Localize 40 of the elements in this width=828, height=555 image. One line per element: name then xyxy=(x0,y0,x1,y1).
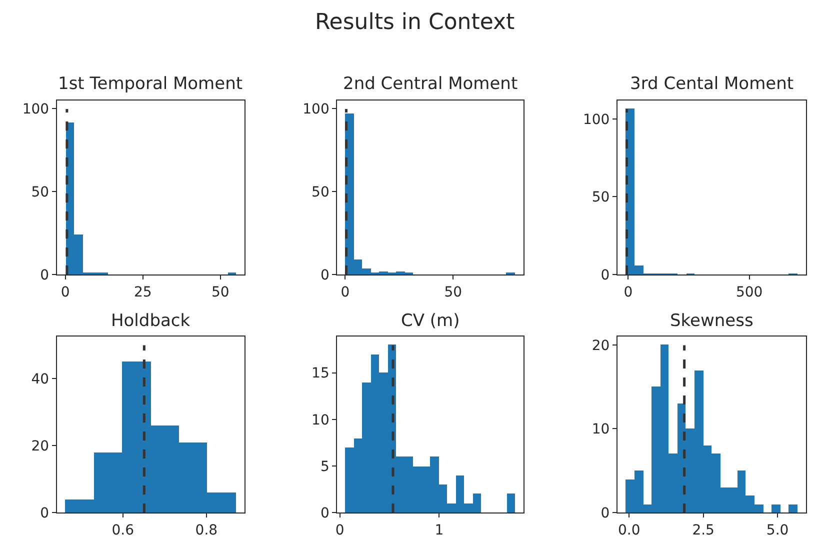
y-tick-label: 50 xyxy=(592,190,610,206)
chart-title: Holdback xyxy=(111,311,190,331)
x-tick-label: 0.0 xyxy=(618,522,640,538)
y-tick-label: 100 xyxy=(582,112,610,128)
y-tick-label: 100 xyxy=(302,102,330,118)
y-tick-label: 50 xyxy=(31,184,50,200)
y-tick-label: 0 xyxy=(320,505,330,522)
x-tick-label: 50 xyxy=(211,284,230,300)
chart-title: 2nd Central Moment xyxy=(343,74,518,94)
y-tick-label: 20 xyxy=(592,338,610,354)
x-tick-label: 0.8 xyxy=(195,522,218,538)
y-tick-label: 0 xyxy=(40,505,50,522)
y-tick-label: 40 xyxy=(31,371,50,388)
y-tick-label: 0 xyxy=(600,505,610,522)
y-tick-label: 100 xyxy=(22,102,50,118)
chart-title: CV (m) xyxy=(401,311,460,331)
x-tick-label: 5.0 xyxy=(766,522,789,538)
y-tick-label: 10 xyxy=(592,422,610,438)
y-tick-label: 5 xyxy=(320,458,330,475)
x-tick-label: 0 xyxy=(60,284,70,300)
x-tick-label: 500 xyxy=(736,284,763,300)
x-tick-label: 0 xyxy=(340,284,350,300)
x-tick-label: 0 xyxy=(335,522,344,538)
y-tick-label: 0 xyxy=(40,267,50,284)
x-tick-label: 0.6 xyxy=(112,522,134,538)
y-tick-label: 10 xyxy=(312,412,330,428)
y-tick-label: 15 xyxy=(312,366,330,382)
x-tick-label: 25 xyxy=(134,284,152,300)
y-tick-label: 20 xyxy=(31,438,50,454)
chart-title: Skewness xyxy=(670,311,754,331)
text: Results in Context xyxy=(315,10,516,35)
x-tick-label: 1 xyxy=(434,522,444,538)
x-tick-label: 2.5 xyxy=(692,522,714,538)
chart-title: 1st Temporal Moment xyxy=(58,74,243,94)
y-tick-label: 50 xyxy=(312,184,330,200)
chart-title: 3rd Cental Moment xyxy=(630,74,794,94)
x-tick-label: 50 xyxy=(444,284,462,300)
x-tick-label: 0 xyxy=(624,284,633,300)
y-tick-label: 0 xyxy=(600,267,610,284)
y-tick-label: 0 xyxy=(320,267,330,284)
